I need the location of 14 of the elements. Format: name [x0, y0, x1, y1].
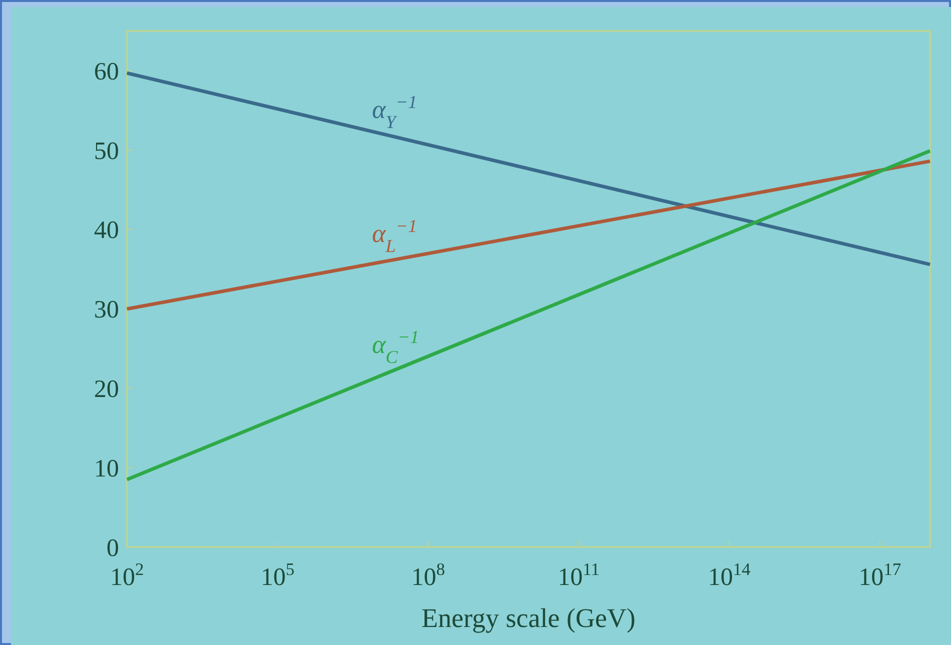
y-tick-label: 30: [94, 296, 119, 324]
y-tick-label: 40: [94, 217, 119, 244]
x-tick-label: 10$^{5}$: [260, 559, 295, 591]
x-tick-label: 10$^{14}$: [708, 559, 751, 591]
y-tick-label: 60: [94, 58, 119, 86]
x-tick-label: 10$^{8}$: [411, 559, 446, 591]
x-axis-title: Energy scale (GeV): [422, 603, 636, 633]
y-tick-label: 50: [94, 138, 119, 165]
y-tick-label: 20: [94, 376, 119, 403]
x-tick-label: 10$^{17}$: [858, 559, 902, 591]
y-tick-label: 0: [106, 534, 119, 562]
x-tick-label: 10$^{2}$: [110, 559, 144, 591]
y-tick-label: 10: [94, 455, 119, 482]
x-tick-label: 10$^{11}$: [558, 559, 600, 591]
